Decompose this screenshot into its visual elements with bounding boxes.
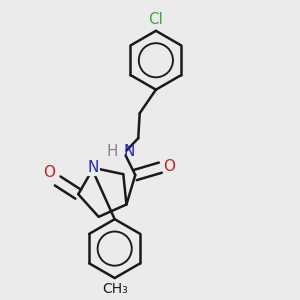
Text: O: O xyxy=(163,159,175,174)
Text: O: O xyxy=(43,164,55,179)
Text: Cl: Cl xyxy=(148,12,163,27)
Text: N: N xyxy=(124,144,135,159)
Text: N: N xyxy=(88,160,99,175)
Text: H: H xyxy=(106,144,118,159)
Text: CH₃: CH₃ xyxy=(102,282,128,296)
